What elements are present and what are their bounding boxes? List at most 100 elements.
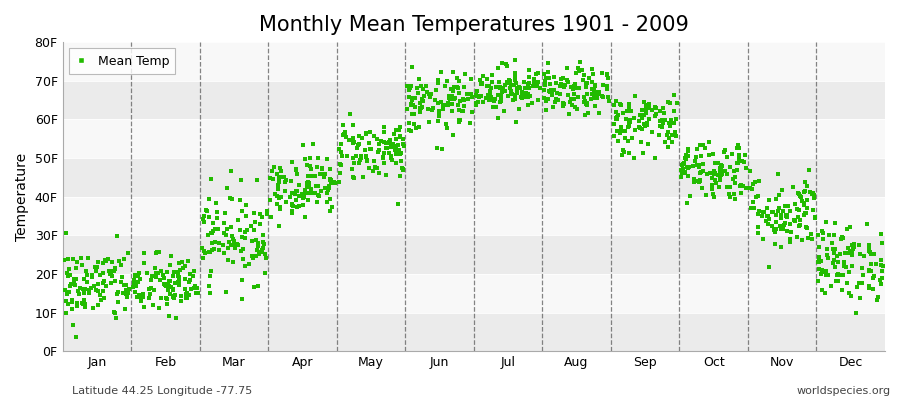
Point (76, 276, 91, 282)
Point (829, 278, 843, 284)
Point (776, 226, 790, 232)
Point (564, 84, 579, 90)
Point (312, 171, 327, 177)
Point (508, 80, 523, 86)
Point (442, 94, 456, 101)
Point (837, 263, 851, 269)
Point (556, 75, 571, 82)
Point (167, 280, 182, 286)
Point (679, 152, 693, 158)
Point (637, 121, 652, 127)
Point (811, 258, 825, 265)
Point (450, 75, 464, 81)
Point (388, 143, 402, 150)
Point (717, 147, 732, 153)
Point (76, 300, 90, 307)
Point (803, 188, 817, 195)
Point (720, 154, 734, 160)
Point (830, 272, 844, 278)
Point (793, 193, 807, 200)
Point (86, 274, 100, 280)
Point (159, 282, 174, 289)
Point (421, 106, 436, 112)
Point (253, 221, 267, 227)
Point (871, 294, 886, 300)
Point (234, 177, 248, 184)
Point (157, 274, 171, 281)
Point (484, 84, 499, 91)
Point (325, 204, 339, 210)
Point (699, 192, 714, 198)
Point (576, 76, 590, 83)
Point (173, 267, 187, 274)
Point (191, 290, 205, 296)
Point (827, 257, 842, 264)
Point (580, 102, 594, 108)
Point (286, 203, 301, 209)
Point (845, 252, 859, 259)
Point (178, 291, 193, 297)
Point (577, 94, 591, 100)
Point (196, 218, 211, 225)
Point (752, 224, 766, 230)
Point (238, 229, 252, 236)
Point (455, 108, 470, 114)
Point (564, 102, 579, 108)
Point (385, 157, 400, 163)
Point (681, 148, 696, 155)
Point (578, 112, 592, 118)
Point (218, 210, 232, 217)
Point (349, 153, 364, 159)
Point (202, 249, 217, 255)
Point (694, 152, 708, 159)
Point (750, 194, 764, 201)
Point (515, 89, 529, 95)
Point (150, 248, 165, 255)
Point (322, 196, 337, 202)
Point (861, 245, 876, 251)
Point (292, 182, 307, 188)
Point (218, 210, 232, 216)
Point (642, 101, 656, 107)
Point (143, 291, 157, 297)
Point (568, 103, 582, 110)
Point (284, 208, 299, 214)
Point (389, 127, 403, 133)
Point (488, 96, 502, 102)
Point (302, 155, 317, 161)
Point (429, 145, 444, 151)
Point (405, 95, 419, 101)
Point (217, 220, 231, 226)
Point (491, 65, 505, 72)
Point (500, 80, 514, 86)
Point (616, 146, 630, 153)
Bar (62, 158, 885, 197)
Point (429, 87, 444, 94)
Point (78, 268, 93, 274)
Point (167, 293, 182, 299)
Point (392, 127, 406, 133)
Point (245, 252, 259, 259)
Point (377, 124, 392, 130)
Point (824, 283, 838, 290)
Point (579, 81, 593, 87)
Point (778, 212, 793, 219)
Point (782, 235, 796, 242)
Point (795, 198, 809, 204)
Point (490, 104, 504, 110)
Point (589, 92, 603, 98)
Point (67, 276, 81, 282)
Point (618, 128, 633, 134)
Point (585, 86, 599, 92)
Point (346, 139, 360, 146)
Point (755, 213, 770, 220)
Point (168, 292, 183, 298)
Point (59, 270, 74, 277)
Point (158, 280, 173, 287)
Point (368, 164, 382, 170)
Point (183, 277, 197, 283)
Point (482, 83, 496, 89)
Point (828, 246, 842, 252)
Point (107, 278, 122, 284)
Point (328, 180, 342, 186)
